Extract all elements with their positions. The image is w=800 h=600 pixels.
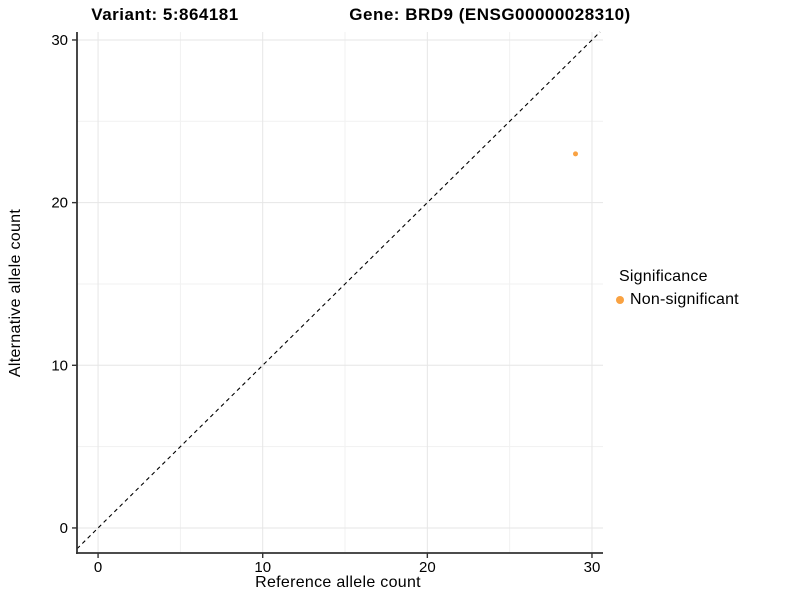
y-tick-label: 10 xyxy=(51,357,68,374)
x-tick-label: 0 xyxy=(94,559,102,576)
x-tick-label: 30 xyxy=(584,559,601,576)
legend-point-swatch xyxy=(616,295,624,304)
plot-title-gene: Gene: BRD9 (ENSG00000028310) xyxy=(349,5,631,24)
y-axis-title: Alternative allele count xyxy=(7,208,24,378)
y-tick-label: 30 xyxy=(51,32,68,49)
data-point xyxy=(573,151,579,157)
x-axis-title: Reference allele count xyxy=(255,574,421,591)
y-tick-label: 20 xyxy=(51,195,68,212)
plot-title-variant: Variant: 5:864181 xyxy=(91,5,239,24)
y-tick-label: 0 xyxy=(60,520,68,537)
legend-item-non-significant: Non-significant xyxy=(616,290,739,309)
identity-reference-line xyxy=(76,31,601,550)
x-tick-label: 20 xyxy=(419,559,436,576)
x-tick-label: 10 xyxy=(254,559,271,576)
legend-item-label: Non-significant xyxy=(630,291,739,308)
legend-title: Significance xyxy=(619,268,708,285)
legend: Significance Non-significant xyxy=(616,268,739,309)
